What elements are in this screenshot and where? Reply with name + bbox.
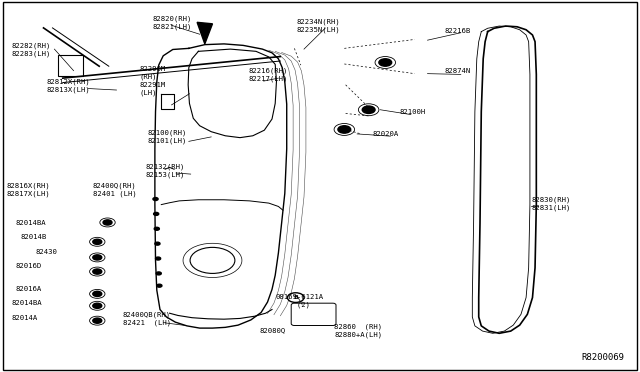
Bar [58,55,83,76]
Circle shape [155,242,160,245]
Circle shape [154,227,159,230]
Text: 82100H: 82100H [400,109,426,115]
Circle shape [93,318,102,323]
Circle shape [93,255,102,260]
Text: 82234N(RH)
82235N(LH): 82234N(RH) 82235N(LH) [296,18,340,32]
Text: 82016A: 82016A [16,286,42,292]
Text: 82816X(RH)
82817X(LH): 82816X(RH) 82817X(LH) [6,183,50,197]
Circle shape [103,220,112,225]
Text: 82874N: 82874N [445,68,471,74]
Circle shape [153,198,158,201]
Text: R8200069: R8200069 [581,353,624,362]
Circle shape [156,257,161,260]
Text: 08169-6121A
     (2): 08169-6121A (2) [275,294,323,308]
Circle shape [93,291,102,296]
Circle shape [93,303,102,308]
Text: 82400Q(RH)
82401 (LH): 82400Q(RH) 82401 (LH) [93,183,136,197]
Text: 82132(RH)
82153(LH): 82132(RH) 82153(LH) [146,163,186,177]
Circle shape [338,126,351,133]
Text: 82080Q: 82080Q [259,327,285,333]
Circle shape [362,106,375,113]
Text: 82014B: 82014B [20,234,47,240]
Polygon shape [197,22,212,44]
FancyBboxPatch shape [291,303,336,326]
Text: 82812X(RH)
82813X(LH): 82812X(RH) 82813X(LH) [46,78,90,93]
Text: 82216(RH)
82217(LH): 82216(RH) 82217(LH) [248,67,288,81]
Text: B: B [293,295,298,300]
Circle shape [156,272,161,275]
Circle shape [157,284,162,287]
Text: 82014BA: 82014BA [12,300,42,306]
Text: 82020A: 82020A [372,131,399,137]
FancyBboxPatch shape [3,2,637,370]
Text: 82014BA: 82014BA [16,220,47,226]
Text: 82290M
(RH)
82291M
(LH): 82290M (RH) 82291M (LH) [140,66,166,96]
Circle shape [379,59,392,66]
Circle shape [154,212,159,215]
Text: 82100(RH)
82101(LH): 82100(RH) 82101(LH) [147,130,187,144]
Circle shape [93,269,102,274]
Text: 82860  (RH)
82880+A(LH): 82860 (RH) 82880+A(LH) [334,323,382,337]
Text: 82820(RH)
82821(LH): 82820(RH) 82821(LH) [152,15,192,29]
Text: 82014A: 82014A [12,315,38,321]
Circle shape [93,239,102,244]
Text: 82830(RH)
82831(LH): 82830(RH) 82831(LH) [531,197,571,211]
Text: 82216B: 82216B [445,28,471,33]
Text: 82282(RH)
82283(LH): 82282(RH) 82283(LH) [12,43,51,57]
Text: 82016D: 82016D [16,263,42,269]
Text: 82430: 82430 [35,249,57,255]
Text: 82400QB(RH)
82421  (LH): 82400QB(RH) 82421 (LH) [123,312,171,326]
